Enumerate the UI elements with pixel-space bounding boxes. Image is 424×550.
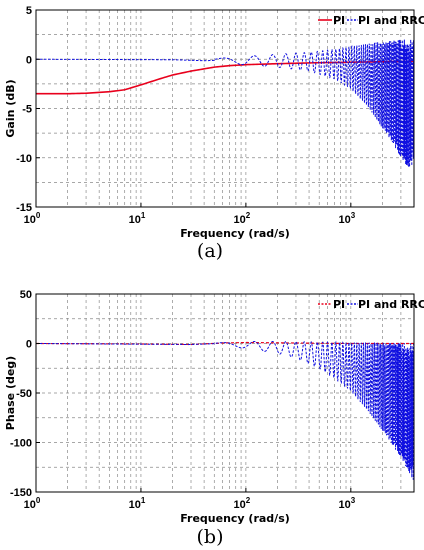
x-tick-label: 100 bbox=[24, 496, 41, 511]
y-axis-label: Phase (deg) bbox=[4, 356, 17, 430]
x-tick-label: 102 bbox=[234, 496, 251, 511]
legend-label-pi: PI bbox=[333, 298, 345, 311]
grid-lines bbox=[36, 10, 415, 207]
series-line-pi-and-rrc bbox=[36, 39, 414, 167]
y-tick-label: 0 bbox=[26, 339, 32, 351]
legend-label-pi-rrc: PI and RRC bbox=[358, 14, 424, 27]
y-tick-label: 50 bbox=[20, 289, 32, 301]
x-tick-label: 101 bbox=[129, 496, 146, 511]
y-tick-label: 5 bbox=[26, 5, 32, 17]
y-tick-label: 0 bbox=[26, 54, 32, 66]
panel-caption: (b) bbox=[197, 526, 224, 548]
plot-area bbox=[36, 39, 414, 167]
x-tick-label: 103 bbox=[338, 496, 355, 511]
x-tick-label: 100 bbox=[24, 211, 41, 226]
legend: PI PI and RRC bbox=[318, 298, 424, 311]
x-tick-label: 101 bbox=[129, 211, 146, 226]
series-line-pi bbox=[36, 341, 414, 346]
legend-label-pi-rrc: PI and RRC bbox=[358, 298, 424, 311]
x-tick-label: 102 bbox=[234, 211, 251, 226]
y-axis-label: Gain (dB) bbox=[4, 79, 17, 137]
x-axis-label: Frequency (rad/s) bbox=[180, 512, 290, 525]
series-line-pi-and-rrc bbox=[36, 340, 414, 480]
y-tick-label: -15 bbox=[16, 202, 32, 214]
x-tick-label: 103 bbox=[338, 211, 355, 226]
x-axis-label: Frequency (rad/s) bbox=[180, 227, 290, 240]
y-tick-label: -50 bbox=[16, 388, 32, 400]
legend-label-pi: PI bbox=[333, 14, 345, 27]
legend: PI PI and RRC bbox=[318, 14, 424, 27]
y-tick-label: -10 bbox=[16, 153, 32, 165]
y-tick-label: -100 bbox=[10, 438, 32, 450]
y-tick-label: -5 bbox=[22, 104, 32, 116]
y-tick-label: -150 bbox=[10, 487, 32, 499]
plot-area bbox=[36, 340, 414, 480]
panel-caption: (a) bbox=[197, 240, 223, 262]
